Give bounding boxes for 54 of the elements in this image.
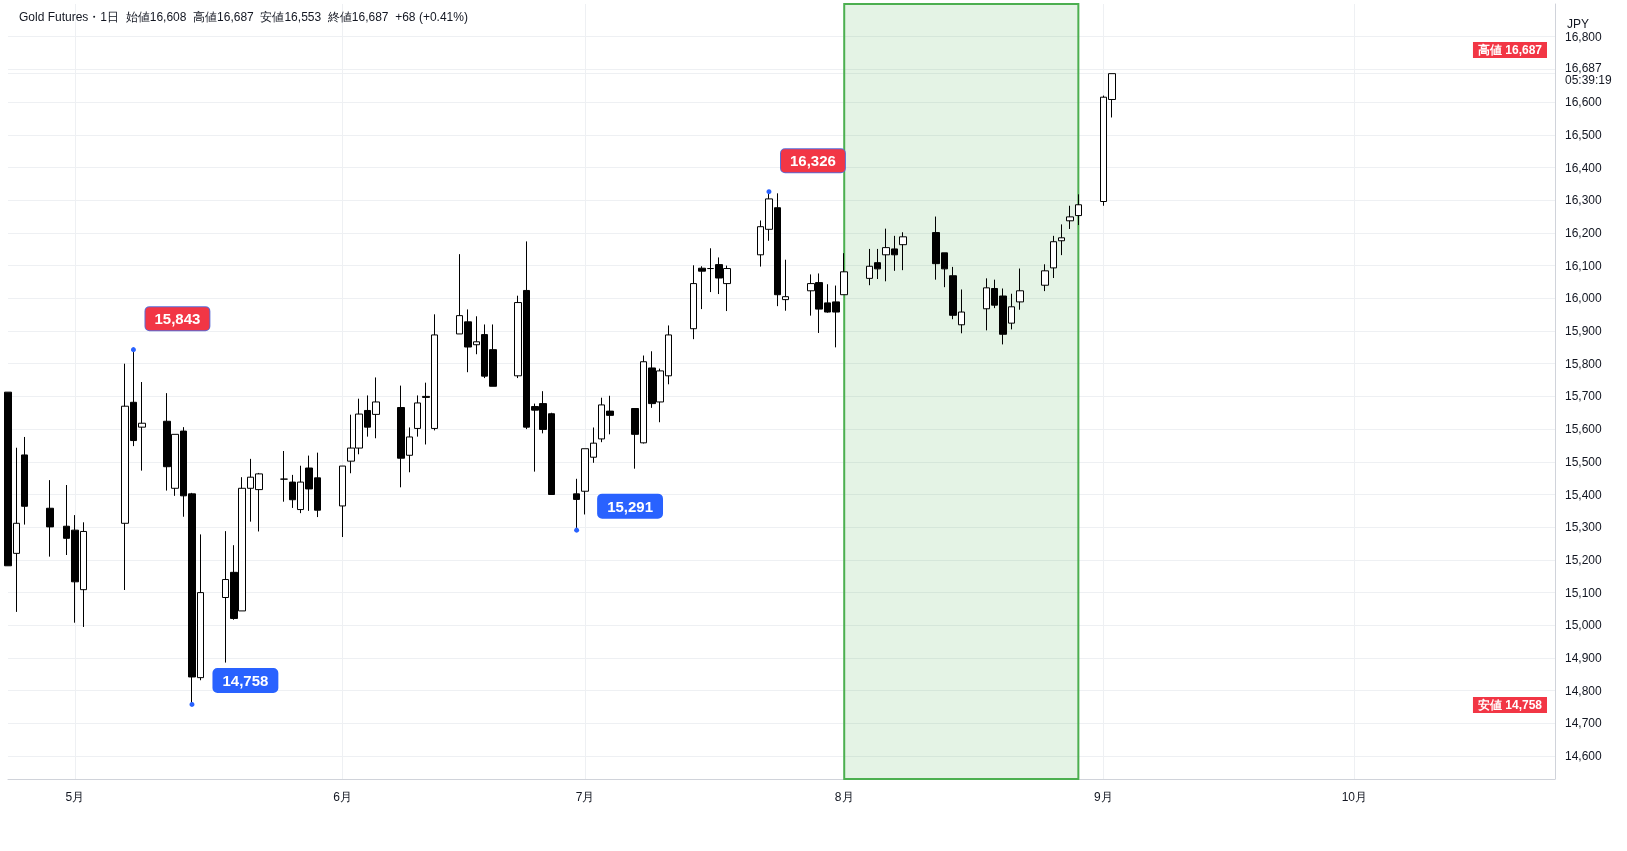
candlestick — [414, 394, 421, 438]
x-tick-label: 10月 — [1341, 790, 1367, 804]
annotation: 15,843 — [154, 310, 201, 328]
x-tick-label: 6月 — [333, 790, 352, 804]
y-tick-label: 16,400 — [1565, 160, 1603, 175]
annotation: 16,326 — [790, 152, 836, 170]
candlestick — [690, 264, 697, 340]
x-tick-label: 9月 — [1094, 790, 1113, 804]
y-tick-label: 15,300 — [1565, 520, 1603, 535]
y-tick-label: 16,800 — [1565, 29, 1603, 44]
x-tick-label: 5月 — [65, 790, 85, 804]
candlestick — [1058, 223, 1065, 256]
candlestick — [573, 478, 580, 531]
candlestick — [1066, 205, 1074, 230]
candlestick — [899, 231, 907, 271]
candlestick — [1016, 268, 1024, 311]
y-tick-label: 14,600 — [1565, 749, 1603, 764]
y-tick-label: 16,600 — [1565, 95, 1603, 110]
y-tick-label: 15,500 — [1565, 454, 1603, 469]
candlestick — [840, 252, 848, 296]
annotation: 14,758 — [222, 671, 269, 689]
candlestick — [1075, 193, 1082, 226]
y-tick-label: 16,100 — [1565, 258, 1603, 273]
y-tick-label: 15,600 — [1565, 422, 1603, 437]
annotation: 15,291 — [607, 497, 654, 515]
y-tick-label: 15,200 — [1565, 552, 1603, 567]
candlestick — [1041, 263, 1049, 292]
y-tick-label: 15,100 — [1565, 585, 1603, 600]
y-tick-label: 16,500 — [1565, 127, 1603, 142]
y-tick-label: 16,000 — [1565, 291, 1603, 306]
annotation: 高値 16,687 — [1477, 43, 1543, 57]
y-tick-label: 15,400 — [1565, 487, 1603, 502]
annotation: 安値 14,758 — [1477, 698, 1543, 712]
x-tick-label: 8月 — [834, 790, 854, 804]
y-tick-label: 15,000 — [1565, 618, 1603, 633]
x-tick-label: 7月 — [575, 790, 595, 804]
candlestick — [46, 479, 54, 558]
candlestick — [698, 265, 706, 310]
y-tick-label: 14,700 — [1565, 716, 1603, 731]
y-tick-label: 16,300 — [1565, 193, 1603, 208]
y-tick-label: 15,700 — [1565, 389, 1603, 404]
candlestick — [1050, 235, 1057, 279]
candlestick — [339, 465, 346, 538]
y-tick-label: 14,800 — [1565, 683, 1603, 698]
candlestick — [280, 450, 288, 503]
candlestick — [21, 436, 28, 526]
candlestick — [782, 259, 789, 312]
text: Gold Futures・1日 始値16,608 高値16,687 安値16,553 終値16,687 +68 (+0.41%) — [19, 10, 468, 24]
y-tick-label: 15,800 — [1565, 356, 1603, 371]
y-tick-label: 16,687 05:39:19 — [1565, 60, 1613, 87]
y-tick-label: 16,200 — [1565, 225, 1603, 240]
y-tick-label: 15,900 — [1565, 324, 1603, 338]
y-axis-title: JPY — [1567, 17, 1590, 31]
y-tick-label: 14,900 — [1565, 651, 1603, 666]
